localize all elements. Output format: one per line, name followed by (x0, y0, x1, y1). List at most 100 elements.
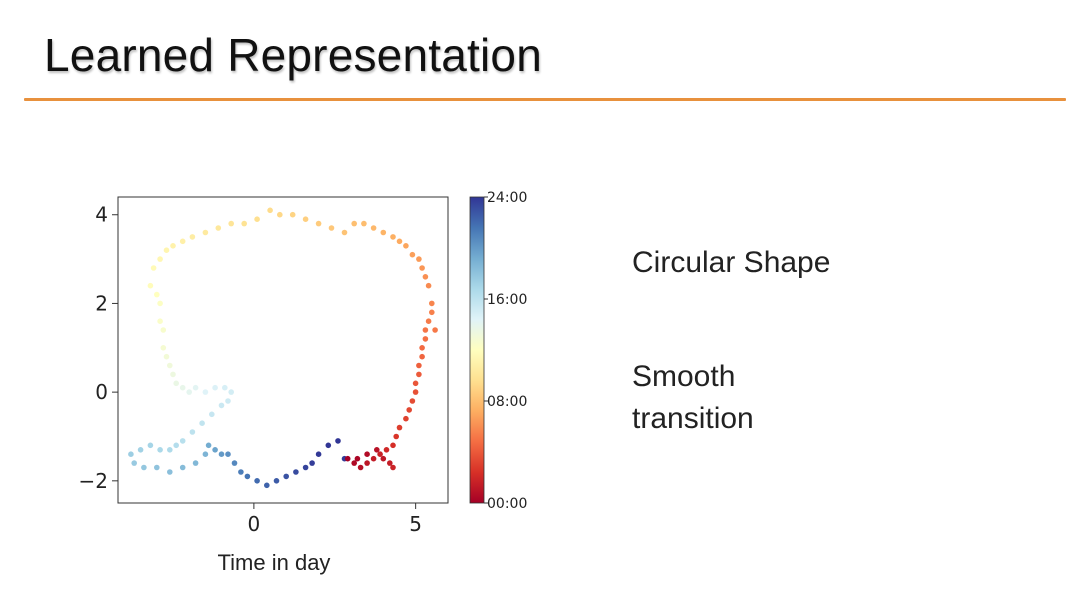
scatter-point (189, 234, 196, 240)
title-underline (24, 98, 1066, 101)
scatter-point (341, 229, 348, 236)
scatter-point (377, 451, 383, 458)
scatter-point (425, 282, 432, 289)
scatter-point (218, 451, 225, 458)
scatter-point (361, 220, 367, 227)
y-axis-ticks: −2 0 2 4 (79, 203, 118, 493)
colorbar-tick-label: 24:00 (487, 190, 527, 206)
scatter-point (406, 407, 413, 413)
scatter-point (364, 460, 370, 466)
scatter-point (218, 402, 225, 409)
scatter-point (422, 274, 429, 280)
colorbar-ticks: 00:00 08:00 16:00 24:00 (484, 190, 527, 512)
scatter-point (264, 482, 270, 489)
scatter-point (157, 318, 163, 325)
scatter-point (380, 455, 387, 462)
scatter-point (173, 442, 179, 449)
x-tick-label: 0 (248, 512, 261, 536)
scatter-point (419, 353, 425, 360)
scatter-point (302, 464, 309, 471)
scatter-point (370, 225, 377, 231)
scatter-point (192, 384, 199, 391)
x-tick-label: 5 (409, 512, 422, 536)
scatter-point (293, 469, 299, 475)
scatter-point (396, 238, 403, 245)
scatter-point (429, 300, 435, 307)
scatter-point (202, 451, 209, 458)
scatter-point (179, 238, 186, 245)
scatter-points (128, 207, 438, 489)
scatter-point (429, 309, 435, 316)
scatter-point (205, 442, 212, 449)
scatter-point (154, 464, 160, 471)
scatter-point (192, 460, 199, 466)
scatter-point (383, 447, 390, 453)
scatter-point (370, 455, 377, 462)
scatter-point (128, 451, 134, 458)
scatter-point (396, 424, 403, 431)
scatter-point (157, 447, 163, 453)
scatter-point (412, 380, 419, 387)
scatter-point (335, 438, 341, 444)
scatter-point (189, 429, 196, 435)
scatter-point (141, 464, 147, 471)
scatter-point (231, 460, 238, 466)
scatter-point (309, 460, 315, 466)
colorbar-tick-label: 08:00 (487, 394, 527, 410)
scatter-point (179, 438, 186, 444)
scatter-point (186, 389, 192, 395)
scatter-point (364, 451, 370, 458)
scatter-point (283, 473, 290, 480)
scatter-point (199, 420, 205, 427)
slide-title: Learned Representation (44, 29, 542, 81)
scatter-point (416, 371, 422, 378)
scatter-point (209, 411, 215, 418)
scatter-point (432, 327, 438, 333)
scatter-point (390, 234, 396, 240)
scatter-point (167, 362, 173, 369)
scatter-point (344, 455, 351, 462)
scatter-point (160, 345, 167, 351)
scatter-point (131, 460, 137, 466)
note-smooth-transition: Smooth transition (632, 360, 754, 435)
scatter-point (167, 469, 173, 475)
scatter-point (315, 220, 322, 227)
scatter-point (202, 389, 209, 395)
scatter-point (380, 229, 387, 236)
scatter-point (422, 327, 429, 333)
scatter-point (160, 327, 167, 333)
scatter-point (419, 345, 425, 351)
scatter-point (390, 442, 396, 449)
scatter-point (315, 451, 322, 458)
scatter-point (325, 442, 332, 449)
x-axis-label: Time in day (218, 550, 331, 575)
scatter-point (228, 389, 234, 395)
scatter-point (212, 447, 218, 453)
scatter-point (212, 384, 218, 391)
scatter-point (215, 225, 222, 231)
scatter-point (157, 256, 163, 262)
scatter-point (238, 469, 244, 475)
scatter-point (357, 464, 364, 471)
scatter-point (202, 229, 209, 236)
plot-frame (117, 196, 449, 504)
scatter-point (351, 220, 358, 227)
y-tick-label: 4 (95, 203, 108, 227)
scatter-point (173, 380, 179, 387)
scatter-point (273, 478, 280, 484)
scatter-point (222, 384, 228, 391)
scatter-point (147, 442, 154, 449)
scatter-point (409, 251, 416, 258)
scatter-point (163, 353, 170, 360)
colorbar-tick-label: 16:00 (487, 292, 527, 308)
scatter-point (179, 384, 186, 391)
scatter-point (225, 451, 231, 458)
colorbar-tick-label: 00:00 (487, 496, 527, 512)
scatter-point (425, 318, 432, 325)
scatter-point (403, 243, 409, 249)
scatter-point (225, 398, 231, 404)
y-tick-label: −2 (79, 469, 108, 493)
scatter-point (170, 371, 176, 378)
